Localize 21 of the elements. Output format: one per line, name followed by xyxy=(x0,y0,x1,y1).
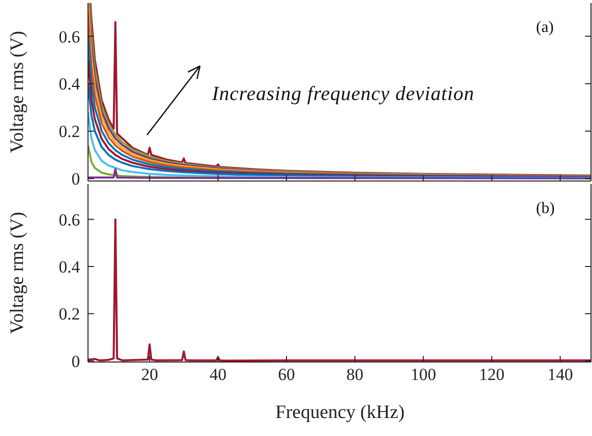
annotation: (a) xyxy=(536,19,554,37)
y-tick-label: 0.2 xyxy=(58,122,80,142)
y-tick-label: 0.6 xyxy=(58,210,80,230)
x-tick-label: 20 xyxy=(141,365,158,384)
x-tick-label: 100 xyxy=(410,365,436,384)
y-tick-label: 0.4 xyxy=(58,258,80,277)
y-axis-title: Voltage rms (V) xyxy=(7,30,29,154)
annotation: Increasing frequency deviation xyxy=(212,83,474,106)
y-tick-label: 0 xyxy=(72,170,80,189)
x-tick-label: 140 xyxy=(547,365,573,384)
y-tick-label: 0.6 xyxy=(58,27,80,46)
x-tick-label: 40 xyxy=(210,365,227,384)
x-axis-title: Frequency (kHz) xyxy=(275,402,405,424)
y-tick-label: 0.4 xyxy=(58,74,80,94)
x-tick-label: 60 xyxy=(278,365,295,384)
y-axis-title: Voltage rms (V) xyxy=(7,212,29,334)
x-tick-label: 80 xyxy=(346,365,364,384)
x-tick-label: 120 xyxy=(479,365,505,384)
y-tick-label: 0 xyxy=(72,352,80,371)
annotation: (b) xyxy=(536,200,555,218)
y-tick-label: 0.2 xyxy=(58,304,80,324)
